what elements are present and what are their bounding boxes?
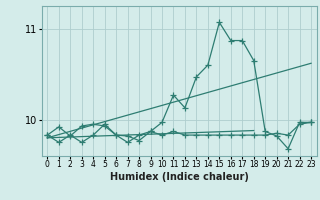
X-axis label: Humidex (Indice chaleur): Humidex (Indice chaleur) bbox=[110, 172, 249, 182]
